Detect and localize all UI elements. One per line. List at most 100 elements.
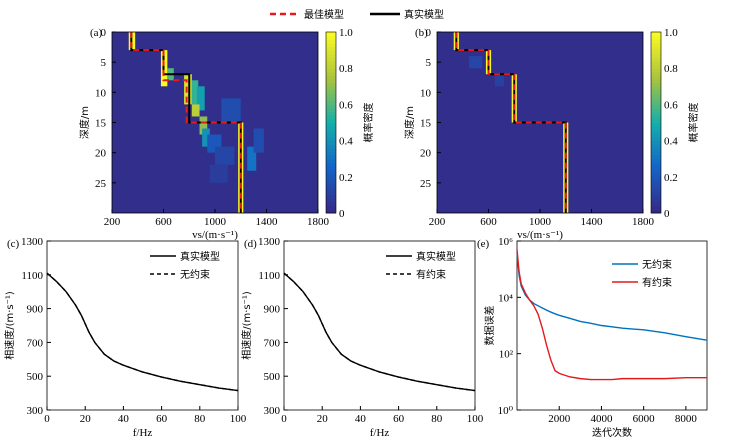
colorbar-step [326, 194, 336, 200]
colorbar-step [326, 133, 336, 138]
colorbar-step [651, 151, 661, 156]
y-tick-label: 700 [264, 337, 281, 349]
colorbar-step [326, 75, 336, 80]
colorbar-step [326, 165, 336, 171]
y-tick-label: 20 [95, 148, 107, 160]
x-axis-label: f/Hz [133, 427, 153, 439]
y-axis-label: 深度/m [78, 106, 91, 139]
heatmap-cell [202, 128, 210, 147]
colorbar-tick-label: 1.0 [664, 27, 678, 39]
colorbar-step [651, 89, 661, 95]
colorbar-step [651, 68, 661, 73]
x-tick-label: 1400 [256, 216, 279, 228]
panel-label: (e) [477, 238, 490, 250]
x-tick-label: 60 [156, 413, 168, 425]
x-tick-label: 0 [281, 413, 287, 425]
colorbar-step [651, 198, 661, 203]
colorbar-step [326, 71, 336, 76]
colorbar-step [326, 162, 336, 167]
y-tick-label: 900 [27, 304, 44, 316]
panel-e: 2000 4000 6000 8000 10⁰ 10² 10⁴ 10⁶ (e) 迭代次数 数据误差 无… [477, 236, 708, 439]
panel-d: 0 20 40 60 80 100 300 500 700 900 1100 1300(d) f/Hz 相… [240, 236, 484, 439]
series-line-1 [283, 272, 476, 392]
y-tick-label: 10² [499, 349, 514, 361]
x-tick-label: 60 [393, 413, 405, 425]
colorbar-step [326, 198, 336, 203]
y-axis-label: 相速度/(m·s⁻¹) [240, 291, 253, 360]
colorbar-step [651, 86, 661, 91]
colorbar-step [651, 100, 661, 105]
colorbar-step [326, 39, 336, 44]
panel-label: (c) [7, 238, 20, 250]
colorbar-step [326, 50, 336, 55]
colorbar-tick-label: 0.6 [339, 99, 353, 111]
y-tick-label: 10 [420, 87, 432, 99]
colorbar-step [651, 82, 661, 87]
colorbar-tick-label: 0.8 [664, 63, 678, 75]
colorbar-step [651, 39, 661, 44]
y-tick-label: 10⁶ [498, 236, 513, 248]
y-tick-label: 0 [101, 27, 107, 39]
colorbar-step [651, 97, 661, 102]
x-tick-label: 80 [431, 413, 443, 425]
x-axis-label: 迭代次数 [592, 426, 632, 439]
x-axis-label: f/Hz [370, 427, 390, 439]
heatmap-cell [247, 146, 257, 171]
heatmap-cell [196, 86, 205, 111]
colorbar-step [651, 50, 661, 55]
heatmap-cell [253, 128, 264, 153]
y-axis-label: 数据误差 [483, 306, 496, 346]
colorbar-step [651, 126, 661, 131]
colorbar-step [326, 191, 336, 196]
colorbar-step [651, 169, 661, 174]
colorbar-step [326, 46, 336, 51]
y-tick-label: 300 [27, 405, 44, 417]
best-model-line [130, 32, 242, 213]
x-tick-label: 100 [230, 413, 247, 425]
y-tick-label: 1300 [21, 236, 44, 248]
heatmap-cell [184, 74, 192, 105]
colorbar-step [651, 42, 661, 47]
heatmap-cell [494, 74, 504, 87]
colorbar-label: 概率密度 [687, 103, 700, 143]
y-tick-label: 5 [101, 57, 107, 69]
x-tick-label: 200 [104, 216, 121, 228]
colorbar-step [326, 118, 336, 123]
legend-label-0: 无约束 [642, 258, 672, 271]
colorbar-step [651, 79, 661, 84]
colorbar-step [651, 165, 661, 171]
colorbar-step [651, 60, 661, 66]
y-tick-label: 700 [27, 337, 44, 349]
panel-label: (a) [90, 27, 103, 39]
colorbar-frame [325, 31, 337, 214]
colorbar-tick-label: 0.4 [664, 136, 678, 148]
colorbar-step [651, 184, 661, 189]
colorbar-step [651, 35, 661, 40]
colorbar-step [651, 93, 661, 98]
colorbar-step [651, 144, 661, 149]
y-tick-label: 25 [420, 178, 432, 190]
colorbar-step [651, 111, 661, 116]
colorbar-step [651, 173, 661, 178]
colorbar-step [326, 184, 336, 189]
colorbar-tick-label: 0 [664, 208, 670, 220]
colorbar-step [326, 111, 336, 116]
colorbar-tick-label: 1.0 [339, 27, 353, 39]
colorbar-step [326, 93, 336, 98]
series-line-1 [46, 272, 239, 392]
colorbar-step [326, 129, 336, 134]
x-axis-label: vs/(m·s⁻¹) [517, 229, 563, 241]
series-line-1 [516, 249, 707, 381]
panel-b: 200 600 1000 1400 1800 0 5 10 15 20 25 (b) vs/(m·s⁻¹… [403, 27, 700, 241]
x-tick-label: 1800 [307, 216, 330, 228]
colorbar-step [326, 89, 336, 95]
y-tick-label: 500 [264, 371, 281, 383]
heatmap-cell [209, 164, 228, 183]
y-tick-label: 10 [95, 87, 107, 99]
y-tick-label: 15 [95, 118, 107, 130]
colorbar-step [326, 155, 336, 160]
colorbar-step [326, 180, 336, 185]
colorbar-step [651, 115, 661, 120]
colorbar-tick-label: 0.6 [664, 99, 678, 111]
